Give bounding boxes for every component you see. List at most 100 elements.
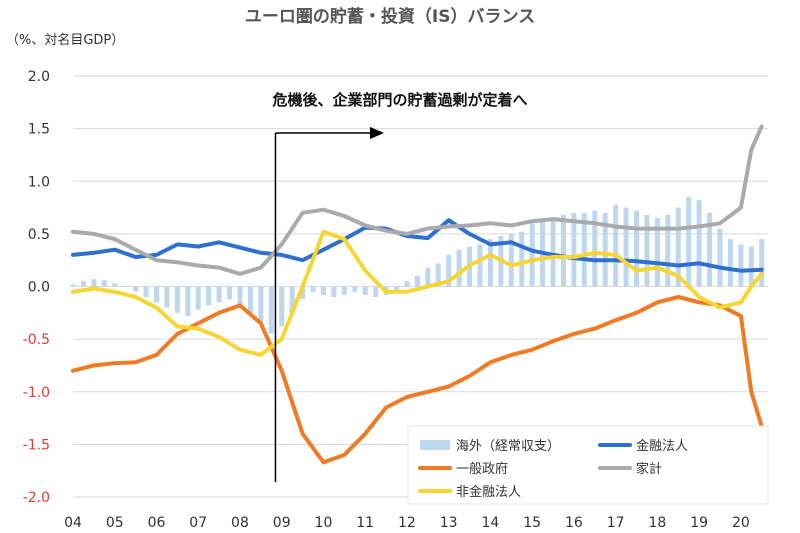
x-tick-label: 16 [565,515,583,531]
x-tick-label: 07 [189,515,207,531]
bar [279,286,285,327]
x-tick-label: 12 [398,515,416,531]
legend-label: 海外（経常収支） [456,439,560,454]
x-tick-label: 19 [690,515,708,531]
bar [727,239,733,287]
x-tick-label: 04 [64,515,82,531]
bar [174,286,180,313]
x-tick-label: 14 [482,515,500,531]
x-tick-label: 20 [732,515,750,531]
bar [112,283,118,287]
bar [456,249,462,287]
x-tick-label: 09 [273,515,291,531]
x-tick-label: 05 [106,515,124,531]
bar [206,286,212,306]
bar [477,244,483,287]
bar [101,280,107,287]
y-tick-label: -1.5 [23,437,50,453]
bar [300,286,306,300]
x-tick-label: 13 [440,515,458,531]
y-tick-label: 2.0 [28,69,50,85]
y-tick-label: 0.5 [28,227,50,243]
axis-labels: -2.0 -1.5 -1.0 -0.5 0.0 0.5 1.0 1.5 2.0 04 05 06 07 0… [23,69,750,531]
bar [748,246,754,287]
bar [529,223,535,287]
bar [446,254,452,287]
bar [613,204,619,287]
legend-label: 家計 [636,461,662,477]
x-tick-label: 11 [356,515,374,531]
bar [320,286,326,295]
legend-box [407,425,769,505]
series-line [71,124,764,276]
bar [185,286,191,316]
bar [581,212,587,287]
x-tick-label: 06 [148,515,166,531]
bar [738,244,744,287]
bar [571,212,577,287]
x-tick-label: 18 [648,515,666,531]
bar [675,207,681,287]
bar [393,286,399,292]
bar [227,286,233,300]
bar [519,231,525,287]
bar [686,197,692,287]
bar [665,214,671,287]
legend-swatch-bar [420,440,450,450]
bar [707,212,713,287]
bar [331,286,337,298]
bar [362,286,368,295]
bar [80,281,86,287]
bar [623,207,629,287]
bar [289,286,295,313]
bar [310,286,316,292]
bar [195,286,201,310]
annotation-text: 危機後、企業部門の貯蓄過剰が定着へ [272,91,527,109]
bar [237,286,243,308]
bar [425,267,431,287]
x-tick-label: 08 [231,515,249,531]
series-line [71,229,764,357]
y-tick-label: -2.0 [23,490,50,506]
annotation-arrow-head [370,127,384,139]
y-tick-label: -1.0 [23,385,50,401]
bar [550,218,556,287]
bar [414,275,420,287]
bar [143,286,149,298]
legend-label: 一般政府 [456,461,508,477]
bar [508,233,514,287]
y-tick-label: 1.0 [28,174,50,190]
bar [153,286,159,303]
x-tick-label: 17 [607,515,625,531]
bar [759,239,765,287]
bar [560,214,566,287]
bar [373,286,379,298]
bar [247,286,253,313]
bar [435,263,441,287]
bar [341,286,347,295]
bar [717,228,723,287]
legend-label: 金融法人 [636,438,688,454]
lines-layer [71,124,764,465]
bar [70,284,76,287]
series-line [71,218,764,273]
bar [268,286,274,334]
bar [592,210,598,287]
bar [216,286,222,303]
x-tick-label: 15 [523,515,541,531]
x-tick-label: 10 [315,515,333,531]
bar [352,286,358,292]
bar [258,286,264,324]
bar [404,281,410,287]
bar [91,279,97,287]
bar [122,286,128,287]
y-tick-label: 1.5 [28,122,50,138]
bar [634,210,640,287]
bar [644,214,650,287]
y-tick-label: -0.5 [23,332,50,348]
bar [487,239,493,287]
chart-title: ユーロ圏の貯蓄・投資（IS）バランス [245,6,535,27]
y-tick-label: 0.0 [28,280,50,296]
